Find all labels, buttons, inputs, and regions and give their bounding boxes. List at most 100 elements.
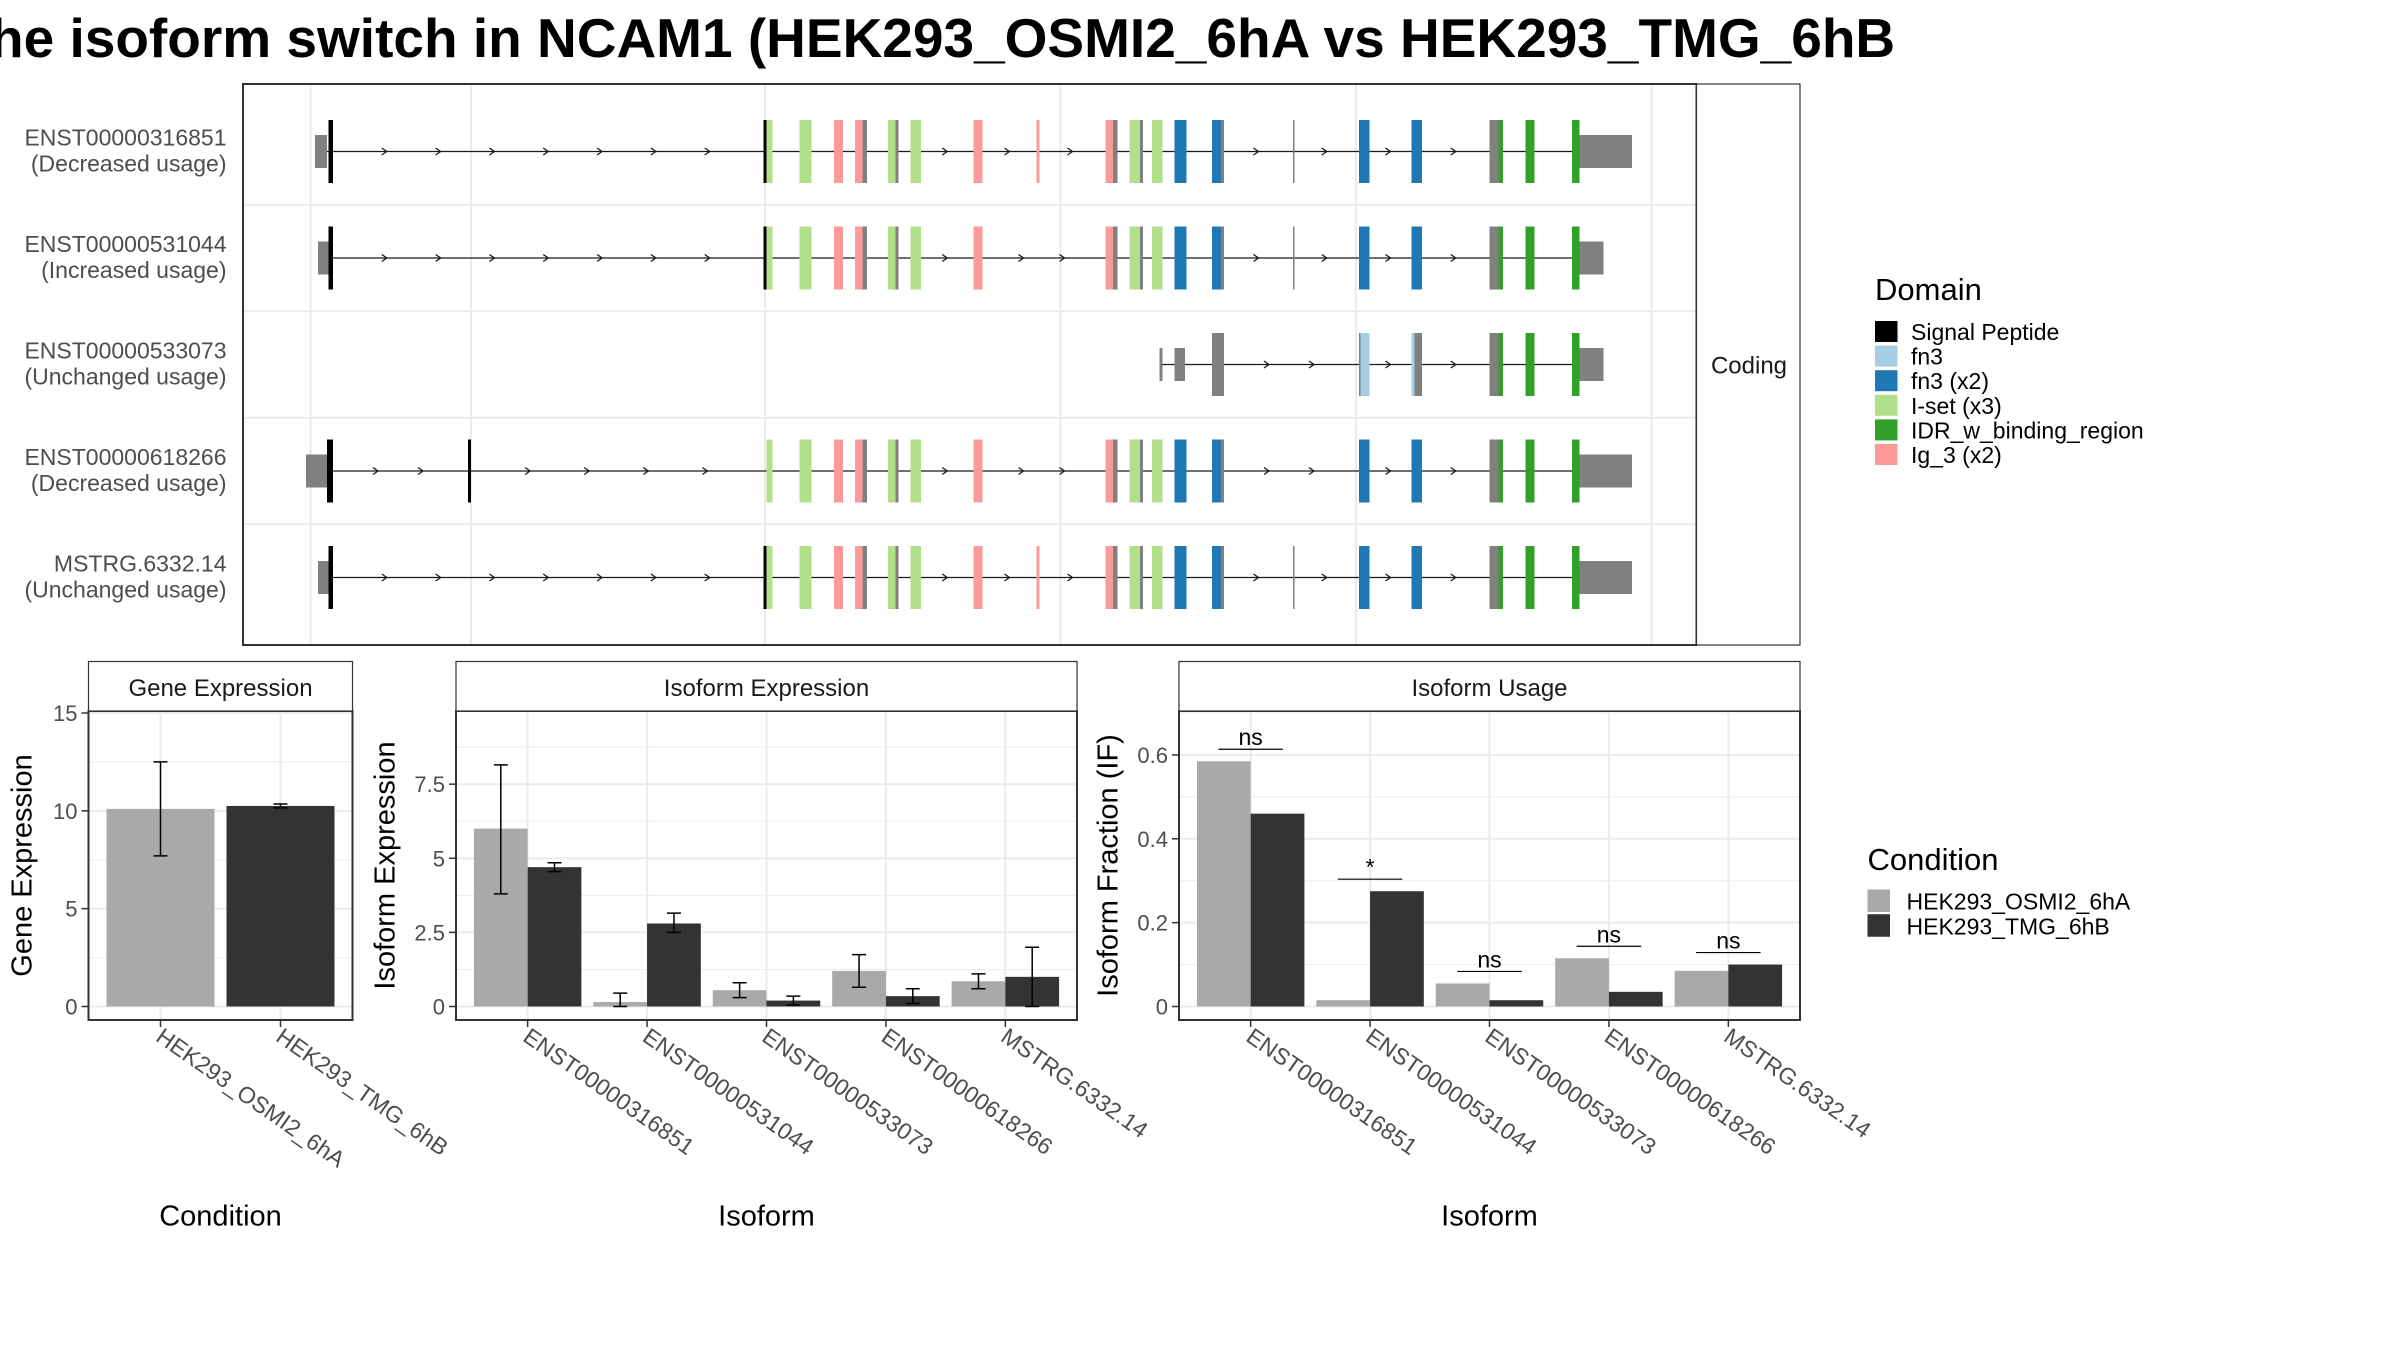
condition-legend-label: HEK293_TMG_6hB bbox=[1907, 913, 2110, 939]
transcript-usage-label: (Unchanged usage) bbox=[24, 577, 226, 603]
exon-domain bbox=[910, 120, 921, 183]
intron-arrow bbox=[417, 466, 425, 476]
exon bbox=[1174, 348, 1185, 381]
significance-label: ns bbox=[1716, 928, 1740, 954]
significance-label: * bbox=[1366, 854, 1375, 880]
exon-domain bbox=[910, 226, 921, 290]
error-bar bbox=[852, 953, 867, 988]
exon-domain bbox=[1152, 120, 1163, 183]
x-tick-label: HEK293_OSMI2_6hA bbox=[152, 1023, 351, 1173]
exon bbox=[318, 241, 329, 275]
bar bbox=[226, 805, 335, 1007]
exon-domain bbox=[1525, 333, 1535, 396]
exon-domain bbox=[1411, 546, 1422, 609]
error-bar bbox=[666, 912, 681, 934]
exon-domain bbox=[1152, 439, 1163, 503]
intron-arrow bbox=[704, 573, 711, 582]
intron-arrow bbox=[941, 466, 949, 476]
exon bbox=[1221, 439, 1224, 503]
error-bar bbox=[153, 761, 168, 857]
figure-title: he isoform switch in NCAM1 (HEK293_OSMI2… bbox=[0, 7, 1895, 69]
exon-domain bbox=[855, 546, 863, 609]
exon bbox=[1359, 333, 1361, 396]
exon-domain bbox=[888, 226, 896, 290]
exon-domain bbox=[1105, 439, 1113, 503]
y-tick-label: 5 bbox=[65, 897, 77, 922]
y-tick-label: 5 bbox=[433, 846, 445, 871]
strip-coding-label: Coding bbox=[1711, 353, 1787, 380]
transcript-usage-label: (Increased usage) bbox=[41, 257, 226, 283]
intron-arrow bbox=[1450, 253, 1457, 263]
exon-domain bbox=[1036, 120, 1040, 183]
transcript-label: ENST00000533073 bbox=[24, 338, 226, 364]
bar bbox=[1370, 891, 1424, 1007]
exon-domain bbox=[1572, 439, 1580, 503]
domain-legend-label: fn3 (x2) bbox=[1911, 368, 1989, 394]
condition-legend-key bbox=[1867, 889, 1890, 912]
intron-arrow bbox=[650, 253, 658, 263]
exon-domain bbox=[1360, 333, 1370, 396]
exon bbox=[306, 454, 327, 488]
exon-domain bbox=[1129, 546, 1140, 609]
exon bbox=[862, 120, 867, 183]
significance-label: ns bbox=[1597, 921, 1621, 947]
domain-legend-key bbox=[1875, 419, 1898, 441]
intron-arrow bbox=[435, 253, 442, 263]
exon bbox=[1140, 439, 1143, 503]
exon bbox=[1489, 333, 1499, 396]
intron-arrow bbox=[1385, 147, 1392, 156]
intron-arrow bbox=[435, 147, 442, 156]
x-axis-title: Condition bbox=[159, 1201, 282, 1233]
significance-label: ns bbox=[1239, 724, 1263, 750]
condition-legend-title: Condition bbox=[1868, 842, 1999, 877]
intron-arrow bbox=[542, 147, 550, 156]
exon-domain bbox=[766, 546, 773, 609]
y-tick-label: 0.2 bbox=[1137, 911, 1168, 936]
domain-legend-label: Signal Peptide bbox=[1911, 319, 2059, 345]
exon-domain bbox=[1411, 226, 1422, 290]
exon-domain bbox=[1572, 333, 1580, 396]
intron-arrow bbox=[1321, 147, 1328, 156]
transcript-label: ENST00000618266 bbox=[24, 444, 226, 470]
exon-domain bbox=[1174, 439, 1187, 503]
exon bbox=[1140, 226, 1143, 290]
exon-domain bbox=[1411, 439, 1422, 503]
exon bbox=[1293, 546, 1295, 609]
bar bbox=[1316, 1000, 1371, 1007]
y-tick-label: 0.6 bbox=[1137, 743, 1168, 768]
exon bbox=[1414, 333, 1422, 396]
exon-domain bbox=[834, 226, 843, 290]
y-tick-label: 7.5 bbox=[414, 772, 445, 797]
strip-box bbox=[1178, 660, 1801, 712]
intron-arrow bbox=[524, 466, 532, 476]
exon bbox=[895, 439, 899, 503]
chart-panel-2: Isoform Expression02.557.5ENST0000031685… bbox=[370, 660, 1153, 1233]
exon-domain bbox=[855, 120, 863, 183]
exon-domain bbox=[973, 439, 983, 503]
exon-domain bbox=[1152, 546, 1163, 609]
transcript-usage-label: (Decreased usage) bbox=[31, 151, 227, 177]
transcript-row-MSTRG.6332.14 bbox=[318, 546, 1632, 609]
intron-arrow bbox=[650, 147, 658, 156]
error-bar bbox=[905, 987, 920, 1005]
intron-arrow bbox=[435, 573, 442, 582]
exon bbox=[1489, 120, 1499, 183]
x-axis-title: Isoform bbox=[1441, 1201, 1538, 1233]
chart-panel-1: Gene Expression051015HEK293_OSMI2_6hAHEK… bbox=[7, 660, 453, 1233]
x-axis-title: Isoform bbox=[718, 1201, 815, 1233]
exon bbox=[862, 439, 867, 503]
intron-arrow bbox=[1450, 360, 1457, 369]
transcript-row-ENST00000618266 bbox=[306, 439, 1632, 503]
exon-domain bbox=[888, 546, 896, 609]
y-axis-title: Isoform Fraction (IF) bbox=[1093, 734, 1125, 997]
exon bbox=[862, 226, 867, 290]
error-bar bbox=[971, 973, 986, 990]
exon-domain bbox=[328, 120, 333, 183]
exon bbox=[1579, 454, 1632, 488]
strip-title: Isoform Usage bbox=[1411, 675, 1567, 702]
intron-arrow bbox=[1253, 573, 1260, 582]
bar bbox=[1608, 991, 1663, 1007]
exon bbox=[315, 135, 327, 168]
intron-arrow bbox=[650, 573, 658, 582]
